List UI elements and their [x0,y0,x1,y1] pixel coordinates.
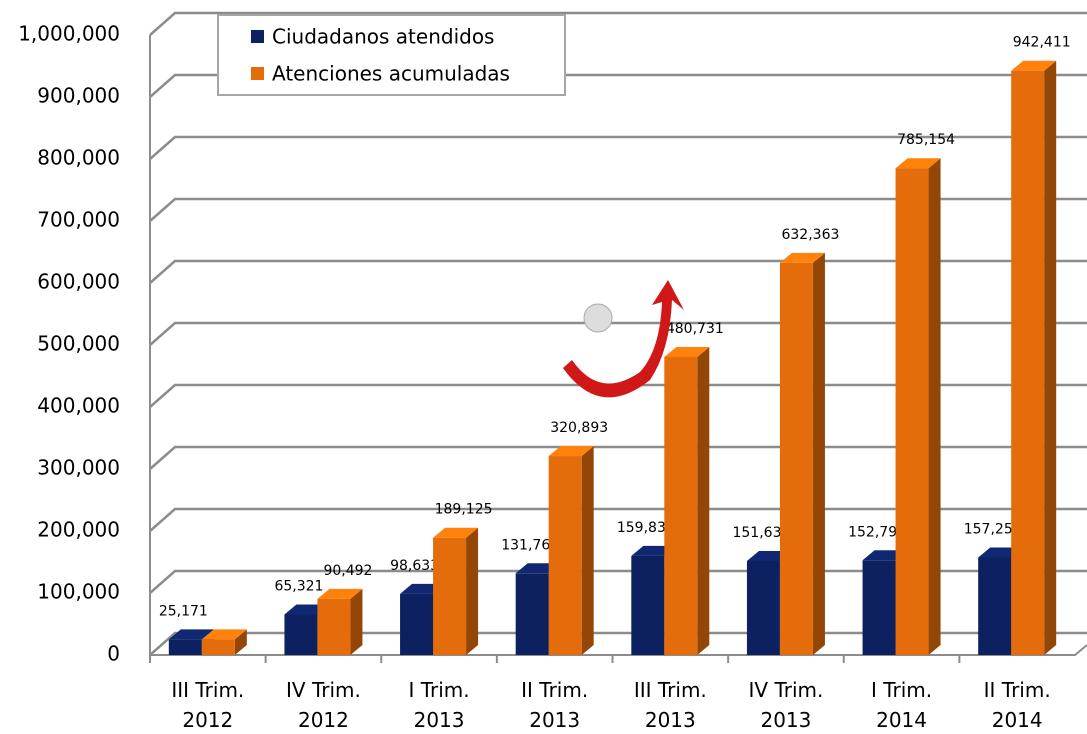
value-label: 98,633 [390,558,439,574]
bar-side [350,588,363,655]
y-tick-label: 700,000 [37,208,120,232]
grid-line [149,259,1087,284]
bar [433,537,467,655]
x-tick-label: I Trim. 2013 [408,678,470,732]
bar-top [1011,60,1057,71]
decor-figure [583,303,613,333]
y-tick-label: 200,000 [37,518,120,542]
grid-line [149,73,1087,98]
legend-swatch [251,67,264,80]
grid-line [149,197,1087,222]
grid-line [149,321,1087,346]
bar-side [812,252,825,655]
value-label: 159,838 [617,520,675,536]
bar [515,573,549,655]
value-label: 151,632 [732,525,790,541]
bar-top [168,629,214,640]
x-tick-label: II Trim. 2014 [983,678,1051,732]
bar [168,639,202,655]
bar-side [1044,60,1057,655]
bar [548,456,582,655]
bar-top [895,158,941,169]
y-tick-label: 500,000 [37,332,120,356]
bar [201,639,235,655]
value-label: 90,492 [323,563,372,579]
value-label: 189,125 [435,502,493,518]
value-label: 131,768 [501,537,559,553]
bar [664,356,698,655]
x-tick-label: II Trim. 2013 [521,678,589,732]
bar [284,614,318,655]
grid-line [149,11,1087,36]
x-tick-label: III Trim. 2013 [633,678,707,732]
bar-side [466,527,479,655]
y-tick-label: 0 [107,642,120,666]
value-label: 632,363 [781,227,839,243]
y-tick-label: 400,000 [37,394,120,418]
bar-top [548,446,594,457]
legend-label: Atenciones acumuladas [272,62,510,86]
value-label: 942,411 [1013,35,1071,51]
bar [400,593,434,655]
grid-line [149,135,1087,160]
value-label: 25,171 [159,603,208,619]
bar-top [779,252,825,263]
bar [317,598,351,655]
decor-arrow [563,280,684,398]
x-tick-label: III Trim. 2012 [171,678,245,732]
x-tick-label: IV Trim. 2013 [748,678,824,732]
bar-top [664,346,710,357]
bar-side [928,158,941,655]
bar [895,168,929,655]
bar-top [433,527,479,538]
bar-side [234,629,247,655]
value-label: 152,791 [848,524,906,540]
x-tick-label: I Trim. 2014 [870,678,933,732]
legend-box [217,14,566,96]
bar-side [581,446,594,655]
y-tick-label: 600,000 [37,270,120,294]
legend-swatch [251,30,264,43]
bar [746,560,780,655]
bar-side [697,346,710,655]
x-tick-label: IV Trim. 2012 [286,678,361,732]
bar-top [317,588,363,599]
value-label: 320,893 [550,420,608,436]
y-tick-label: 1,000,000 [18,22,120,46]
y-tick-label: 300,000 [37,456,120,480]
grid-line [149,445,1087,470]
y-tick-label: 100,000 [37,580,120,604]
value-label: 157,257 [964,522,1022,538]
value-label: 480,731 [666,321,724,337]
value-label: 65,321 [274,579,323,595]
bar [978,557,1012,655]
bar-top [201,629,247,640]
bar [631,555,665,655]
value-label: 785,154 [897,132,955,148]
bar [1011,70,1045,655]
bar [862,560,896,655]
legend-label: Ciudadanos atendidos [272,25,494,49]
y-tick-label: 800,000 [37,146,120,170]
bar [779,262,813,655]
y-tick-label: 900,000 [37,84,120,108]
